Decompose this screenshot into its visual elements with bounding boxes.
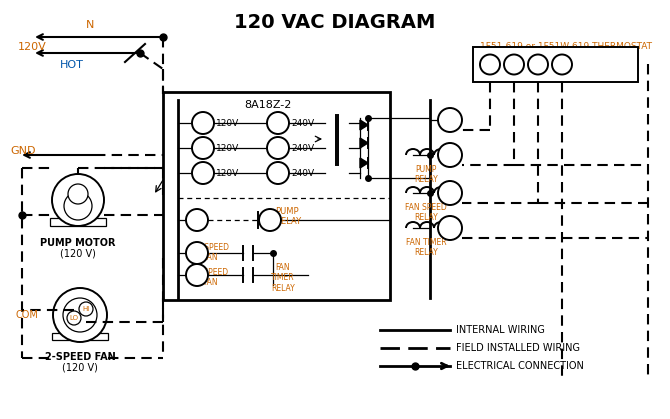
Circle shape [79,302,93,316]
Circle shape [267,162,289,184]
Text: FAN
TIMER
RELAY: FAN TIMER RELAY [271,263,295,293]
Text: L1: L1 [191,215,203,225]
Polygon shape [360,158,368,168]
Polygon shape [360,138,368,148]
Text: LO: LO [70,315,78,321]
Text: N: N [199,118,206,128]
Circle shape [192,137,214,159]
Circle shape [186,209,208,231]
Text: (120 V): (120 V) [62,362,98,372]
Text: HI: HI [82,306,90,312]
Bar [52,333,108,340]
Text: N: N [86,20,94,30]
Text: ELECTRICAL CONNECTION: ELECTRICAL CONNECTION [456,361,584,371]
Text: 8A18Z-2: 8A18Z-2 [245,100,291,110]
Text: L0: L0 [191,248,203,258]
Text: 120V: 120V [216,143,239,153]
Text: G: G [445,222,455,235]
Circle shape [192,112,214,134]
Circle shape [267,112,289,134]
Text: W: W [509,59,520,70]
Text: INTERNAL WIRING: INTERNAL WIRING [456,325,545,335]
Text: GND: GND [10,146,36,156]
Circle shape [438,181,462,205]
Circle shape [52,174,104,226]
Polygon shape [360,120,368,130]
Circle shape [528,54,548,75]
Text: HOT: HOT [60,60,84,70]
Text: Y: Y [446,186,454,199]
Text: F2: F2 [197,168,209,178]
Text: FAN SPEED
RELAY: FAN SPEED RELAY [405,203,447,222]
Text: G: G [557,59,566,70]
Circle shape [53,288,107,342]
Text: LO SPEED
FAN: LO SPEED FAN [192,243,230,262]
Text: R: R [486,59,494,70]
Text: 120V: 120V [216,168,239,178]
Text: 120V: 120V [18,42,47,52]
Text: HI SPEED
FAN: HI SPEED FAN [194,268,228,287]
Text: P1: P1 [264,215,276,225]
Text: Y: Y [534,59,541,70]
Text: HI: HI [192,270,202,280]
Text: W: W [443,148,457,161]
Circle shape [64,192,92,220]
Bar [50,218,106,226]
Text: PUMP MOTOR: PUMP MOTOR [40,238,116,248]
Text: L2: L2 [272,118,284,128]
Text: P2: P2 [272,143,284,153]
Text: 1F51-619 or 1F51W-619 THERMOSTAT: 1F51-619 or 1F51W-619 THERMOSTAT [480,42,652,51]
Text: FAN TIMER
RELAY: FAN TIMER RELAY [406,238,446,257]
Circle shape [438,143,462,167]
Circle shape [504,54,524,75]
Circle shape [67,311,81,325]
Circle shape [438,108,462,132]
Text: PUMP
RELAY: PUMP RELAY [275,207,301,226]
Circle shape [192,162,214,184]
Circle shape [63,298,97,332]
Circle shape [267,137,289,159]
Circle shape [438,216,462,240]
Circle shape [552,54,572,75]
Text: 120V: 120V [216,119,239,127]
Text: COM: COM [15,310,38,320]
Circle shape [186,242,208,264]
Text: 120 VAC DIAGRAM: 120 VAC DIAGRAM [234,13,436,32]
Text: PUMP
RELAY: PUMP RELAY [414,165,438,184]
Circle shape [68,184,88,204]
Text: 240V: 240V [291,143,314,153]
Bar [473,47,638,82]
Text: (120 V): (120 V) [60,248,96,258]
Circle shape [480,54,500,75]
Text: R: R [445,114,455,127]
Text: FIELD INSTALLED WIRING: FIELD INSTALLED WIRING [456,343,580,353]
Text: 240V: 240V [291,119,314,127]
Text: P2: P2 [197,143,209,153]
Circle shape [186,264,208,286]
Circle shape [259,209,281,231]
Text: F2: F2 [272,168,284,178]
Text: 2-SPEED FAN: 2-SPEED FAN [45,352,115,362]
Text: 240V: 240V [291,168,314,178]
Bar [163,92,390,300]
